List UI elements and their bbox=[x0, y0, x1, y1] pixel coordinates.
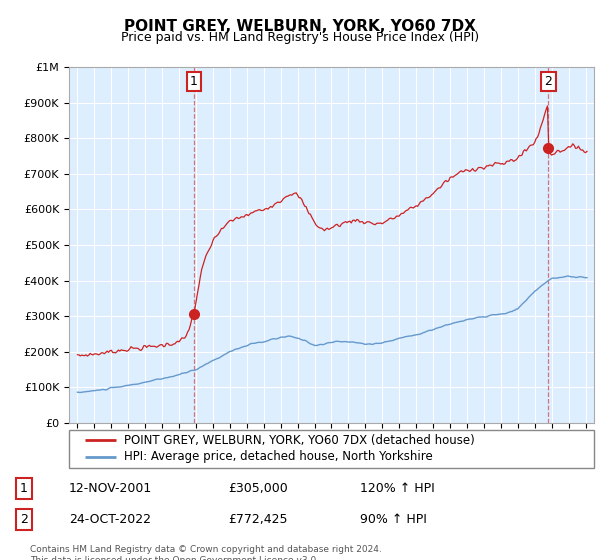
Text: 2: 2 bbox=[20, 513, 28, 526]
Text: Contains HM Land Registry data © Crown copyright and database right 2024.
This d: Contains HM Land Registry data © Crown c… bbox=[30, 545, 382, 560]
Text: Price paid vs. HM Land Registry's House Price Index (HPI): Price paid vs. HM Land Registry's House … bbox=[121, 31, 479, 44]
Text: £305,000: £305,000 bbox=[228, 482, 288, 495]
Text: POINT GREY, WELBURN, YORK, YO60 7DX (detached house): POINT GREY, WELBURN, YORK, YO60 7DX (det… bbox=[124, 433, 475, 447]
Text: £772,425: £772,425 bbox=[228, 513, 287, 526]
Text: 120% ↑ HPI: 120% ↑ HPI bbox=[360, 482, 435, 495]
Text: POINT GREY, WELBURN, YORK, YO60 7DX: POINT GREY, WELBURN, YORK, YO60 7DX bbox=[124, 19, 476, 34]
Text: 12-NOV-2001: 12-NOV-2001 bbox=[69, 482, 152, 495]
Text: 2: 2 bbox=[545, 75, 553, 88]
Text: 24-OCT-2022: 24-OCT-2022 bbox=[69, 513, 151, 526]
Text: 1: 1 bbox=[20, 482, 28, 495]
Text: 1: 1 bbox=[190, 75, 198, 88]
Text: HPI: Average price, detached house, North Yorkshire: HPI: Average price, detached house, Nort… bbox=[124, 450, 433, 464]
Text: 90% ↑ HPI: 90% ↑ HPI bbox=[360, 513, 427, 526]
